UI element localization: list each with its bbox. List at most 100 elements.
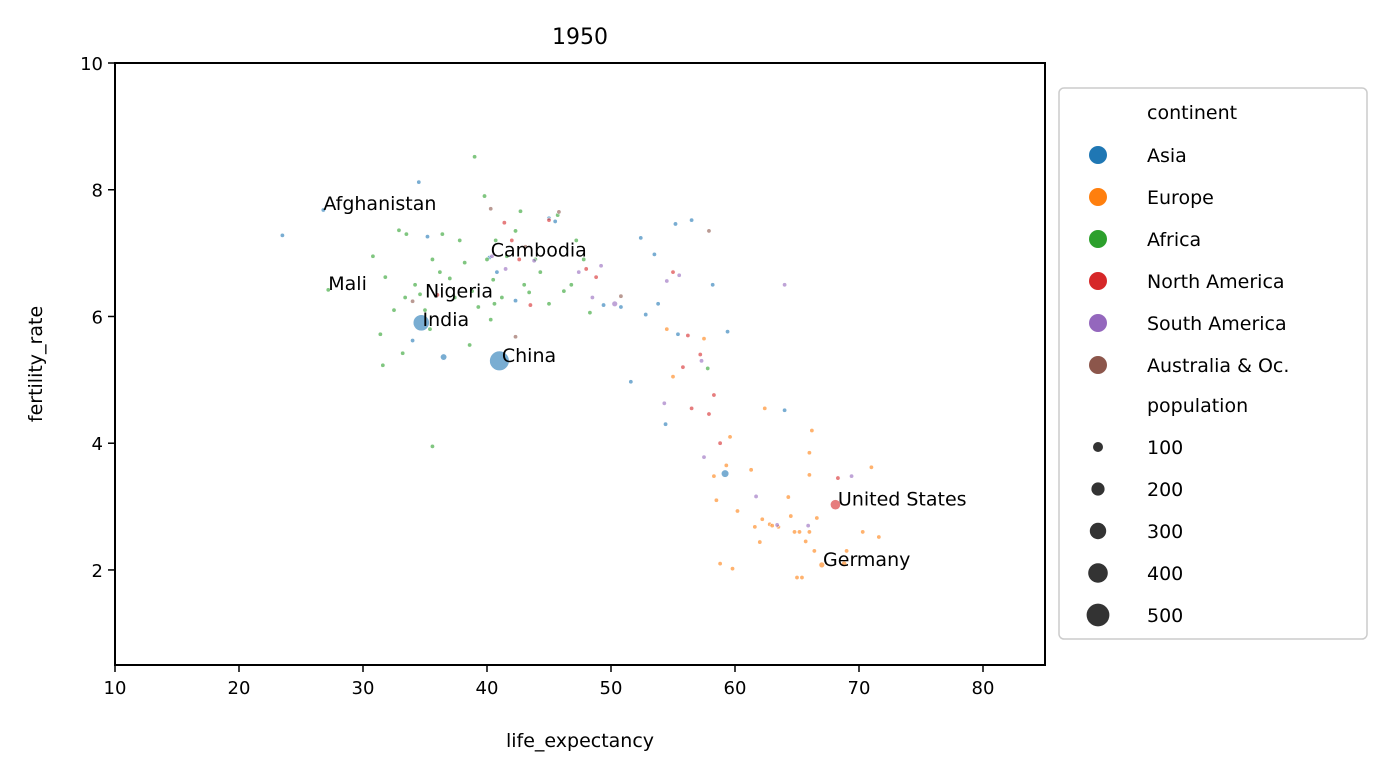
data-point-africa xyxy=(429,443,435,449)
data-point-asia xyxy=(643,312,649,318)
data-point-africa xyxy=(469,288,475,294)
legend-size-marker xyxy=(1089,522,1107,540)
data-point-africa xyxy=(370,253,376,259)
data-point-australia-oc xyxy=(522,244,528,250)
data-point-europe xyxy=(860,529,866,535)
data-point-south-america xyxy=(849,473,855,479)
data-point-europe xyxy=(806,472,812,478)
data-point-europe xyxy=(762,405,768,411)
data-point-south-america xyxy=(576,269,582,275)
data-point-africa xyxy=(472,154,478,160)
data-point-australia-oc xyxy=(706,228,712,234)
data-point-asia xyxy=(416,179,422,185)
legend-size-label: 500 xyxy=(1147,605,1183,627)
data-point-asia xyxy=(628,379,634,385)
annotation-label: China xyxy=(502,345,556,367)
annotation-label: Germany xyxy=(823,549,910,571)
legend-size-label: 100 xyxy=(1147,437,1183,459)
data-point-asia xyxy=(689,217,695,223)
data-point-africa xyxy=(437,269,443,275)
legend-label: Asia xyxy=(1147,145,1187,167)
data-point-australia-oc xyxy=(513,334,519,340)
data-point-south-america xyxy=(503,266,509,272)
data-point-south-america xyxy=(676,272,682,278)
legend-label: Europe xyxy=(1147,187,1214,209)
data-point-north-america xyxy=(434,292,440,298)
data-point-south-america xyxy=(782,282,788,288)
x-tick-label: 50 xyxy=(600,678,623,699)
data-point-asia xyxy=(494,269,500,275)
data-point-south-america xyxy=(531,258,537,264)
data-point-europe xyxy=(841,560,848,567)
data-point-asia xyxy=(440,353,448,361)
y-tick-label: 8 xyxy=(92,181,103,202)
data-point-south-america xyxy=(598,263,604,269)
data-point-north-america xyxy=(697,351,703,357)
annotation-label: United States xyxy=(838,488,967,510)
data-point-north-america xyxy=(835,475,841,481)
legend-marker xyxy=(1089,146,1107,164)
legend-size-label: 200 xyxy=(1147,479,1183,501)
data-point-africa xyxy=(467,342,473,348)
points-layer xyxy=(279,154,882,581)
data-point-asia xyxy=(410,338,416,344)
data-point-africa xyxy=(462,260,468,266)
data-point-asia xyxy=(320,207,326,213)
data-point-africa xyxy=(488,317,494,323)
data-point-north-america xyxy=(670,269,676,275)
data-point-africa xyxy=(391,307,397,313)
data-point-africa xyxy=(380,362,386,368)
data-point-asia xyxy=(618,304,624,310)
data-point-africa xyxy=(412,282,418,288)
legend-size-entries: 100 200 300 400 500 xyxy=(1086,437,1183,627)
data-point-asia xyxy=(663,421,669,427)
data-point-africa xyxy=(546,301,552,307)
data-point-asia xyxy=(489,350,510,371)
data-point-north-america xyxy=(689,405,695,411)
data-point-europe xyxy=(723,462,729,468)
data-point-africa xyxy=(475,304,481,310)
data-point-europe xyxy=(806,450,812,456)
data-point-asia xyxy=(725,329,731,335)
data-point-africa xyxy=(403,231,409,237)
data-point-africa xyxy=(561,288,567,294)
legend-marker xyxy=(1089,272,1107,290)
legend-marker xyxy=(1089,230,1107,248)
legend-label: Australia & Oc. xyxy=(1147,355,1289,377)
data-point-north-america xyxy=(685,332,691,338)
data-point-europe xyxy=(876,534,882,540)
data-point-africa xyxy=(396,227,402,233)
data-point-africa xyxy=(504,253,510,259)
legend-hue-entries: Asia Europe Africa North America South Ameri… xyxy=(1089,145,1289,377)
data-point-africa xyxy=(429,256,435,262)
x-axis-label: life_expectancy xyxy=(506,730,654,752)
data-point-africa xyxy=(439,231,445,237)
data-point-north-america xyxy=(680,364,686,370)
data-point-europe xyxy=(811,548,817,554)
data-point-europe xyxy=(701,336,707,342)
data-point-asia xyxy=(655,301,661,307)
y-tick-label: 10 xyxy=(80,54,103,75)
legend-marker xyxy=(1089,356,1107,374)
data-point-europe xyxy=(794,575,800,581)
annotation-label: Afghanistan xyxy=(323,193,436,215)
data-point-south-america xyxy=(699,358,705,364)
data-point-south-america xyxy=(753,493,759,499)
legend-size-marker xyxy=(1088,563,1108,583)
data-point-africa xyxy=(491,301,497,307)
data-point-south-america xyxy=(701,454,707,460)
data-point-africa xyxy=(447,275,453,281)
data-point-europe xyxy=(752,524,758,530)
x-tick-label: 40 xyxy=(476,678,499,699)
data-point-europe xyxy=(717,561,723,567)
data-point-africa xyxy=(705,365,711,371)
data-point-north-america xyxy=(711,392,717,398)
data-point-south-america xyxy=(589,294,595,300)
legend-size-marker xyxy=(1086,603,1110,627)
data-point-asia xyxy=(512,298,519,304)
data-point-asia xyxy=(601,302,607,308)
data-point-south-america xyxy=(611,300,618,308)
data-point-asia xyxy=(675,331,681,337)
data-point-europe xyxy=(711,473,717,479)
legend-marker xyxy=(1089,188,1107,206)
